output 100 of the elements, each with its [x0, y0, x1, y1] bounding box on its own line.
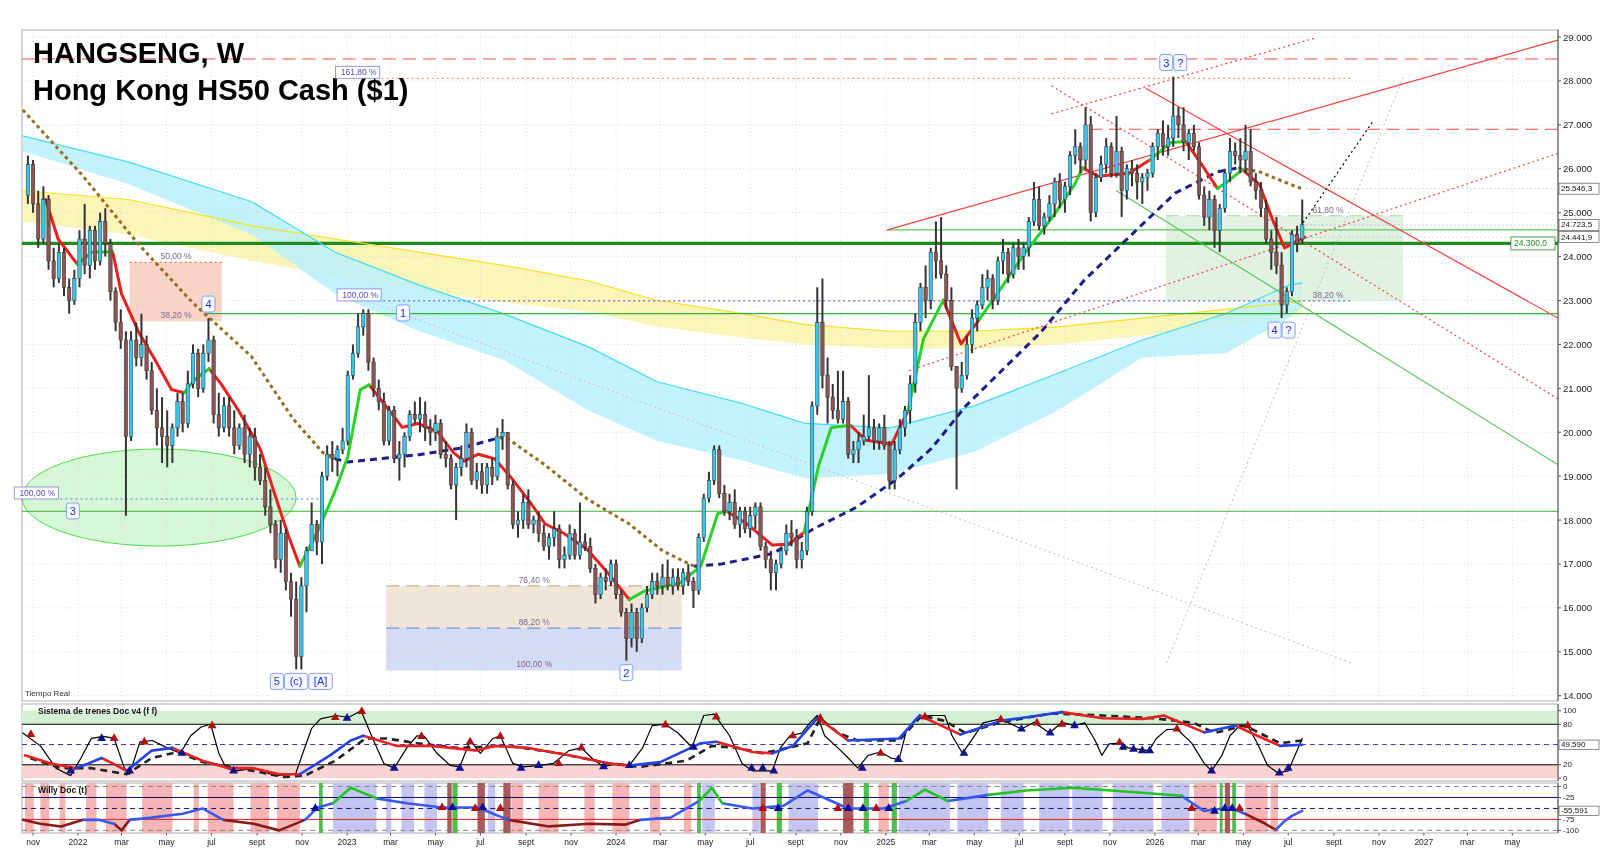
point	[1137, 745, 1147, 754]
ref-line-label: 24.300,0	[1513, 238, 1548, 249]
annotation: Tiempo Real	[25, 689, 71, 698]
y-tick-label: -25	[1563, 792, 1576, 802]
annotation: 2	[623, 666, 630, 679]
point	[207, 720, 217, 729]
x-tick-label: jul	[206, 837, 216, 847]
point	[893, 754, 903, 762]
y-tick-label: 100	[1563, 706, 1577, 716]
annotation: 161,80 %	[340, 67, 378, 78]
point	[389, 763, 399, 771]
point	[599, 761, 608, 770]
x-tick-label: jul	[1013, 837, 1024, 847]
annotation: 24.441,9	[1561, 232, 1593, 242]
annotation: 100,00 %	[19, 488, 56, 498]
point	[330, 712, 340, 721]
point	[1274, 767, 1284, 776]
point	[1118, 742, 1128, 750]
point	[624, 760, 634, 769]
y-tick-label: 0	[1563, 782, 1568, 792]
point	[342, 713, 352, 721]
x-tick-label: nov	[295, 837, 310, 847]
x-tick-label: nov	[1103, 837, 1118, 847]
y-tick-label: 0	[1563, 773, 1568, 783]
x-tick-label: may	[1235, 837, 1253, 847]
point	[876, 748, 886, 756]
y-tick-label: 20.000	[1563, 426, 1593, 438]
x-tick-label: may	[1504, 837, 1522, 847]
chart-title: Willy Doc (t)	[38, 785, 88, 795]
y-tick-label: 25.000	[1563, 207, 1593, 219]
y-tick-label: 21.000	[1563, 382, 1593, 394]
annotation: 38,20 %	[160, 310, 193, 321]
x-tick-label: 2025	[876, 837, 896, 847]
point	[455, 763, 465, 771]
chart-title: Sistema de trenes Doc v4 (f f)	[38, 706, 158, 716]
x-tick-label: nov	[834, 837, 849, 847]
annotation: 3	[69, 505, 76, 517]
point	[1129, 744, 1138, 752]
point	[1115, 737, 1124, 746]
point	[1057, 719, 1067, 727]
point	[495, 731, 505, 739]
x-tick-label: mar	[921, 837, 937, 847]
y-tick-label: 16.000	[1563, 602, 1593, 614]
y-tick-label: 27.000	[1563, 119, 1593, 131]
y-tick-label: 80	[1563, 719, 1573, 729]
annotation: 4	[205, 298, 212, 311]
y-tick-label: 15.000	[1563, 646, 1593, 658]
x-tick-label: mar	[652, 837, 668, 847]
annotation: 100,00 %	[516, 659, 553, 670]
y-tick-label: 28.000	[1563, 75, 1593, 87]
point	[1045, 727, 1055, 736]
point	[1283, 763, 1293, 771]
point	[1070, 720, 1079, 729]
point	[66, 765, 76, 774]
x-tick-label: mar	[1460, 837, 1475, 847]
annotation: 61,80 %	[1312, 204, 1345, 215]
point	[417, 731, 426, 739]
x-tick-label: jul	[475, 837, 485, 847]
chart-title: HANGSENG, W	[33, 37, 245, 69]
point	[1145, 745, 1155, 754]
point	[769, 765, 779, 774]
point	[139, 736, 149, 745]
y-tick-label: 26.000	[1563, 163, 1593, 175]
y-tick-label: 24.000	[1563, 251, 1593, 263]
annotation: (c)	[289, 675, 303, 688]
x-tick-label: nov	[26, 837, 41, 847]
point	[959, 748, 969, 756]
point	[516, 763, 526, 771]
y-tick-label: 23.000	[1563, 295, 1593, 307]
x-tick-label: nov	[1372, 837, 1387, 847]
x-tick-label: 2022	[68, 837, 88, 847]
y-tick-label: 14.000	[1563, 690, 1593, 702]
point	[534, 760, 544, 769]
x-tick-label: 2024	[606, 837, 626, 847]
annotation: 88,20 %	[518, 617, 551, 628]
x-tick-label: 2023	[337, 837, 357, 847]
x-tick-label: 2027	[1414, 837, 1434, 847]
x-tick-label: mar	[1191, 837, 1206, 847]
annotation: 38,20 %	[1312, 289, 1345, 300]
x-tick-label: mar	[383, 837, 399, 847]
point	[788, 730, 798, 739]
point	[1172, 723, 1182, 732]
point	[357, 706, 367, 714]
x-tick-label: 2026	[1145, 837, 1165, 847]
point	[815, 713, 825, 721]
y-tick-label: 17.000	[1563, 558, 1593, 570]
x-tick-label: sept	[1325, 837, 1343, 847]
y-tick-label: -100	[1563, 825, 1580, 835]
x-tick-label: jul	[1282, 837, 1293, 847]
x-tick-label: jul	[744, 837, 755, 847]
point	[97, 733, 107, 742]
annotation: ?	[1177, 56, 1184, 69]
annotation: 25.546,3	[1561, 184, 1593, 194]
annotation: 50,00 %	[160, 251, 193, 262]
x-tick-label: sept	[249, 837, 266, 847]
annotation: 5	[273, 675, 280, 688]
point	[758, 763, 768, 771]
x-tick-label: may	[966, 837, 984, 847]
annotation: 49,590	[1561, 740, 1587, 750]
y-tick-label: -75	[1563, 814, 1576, 824]
